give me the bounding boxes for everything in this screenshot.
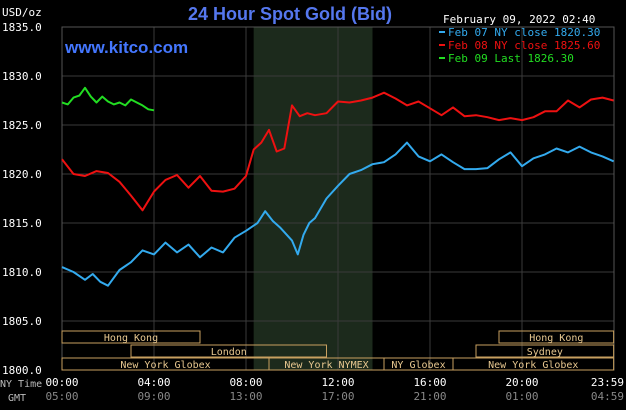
x-tick-label-ny: 00:00 bbox=[45, 376, 78, 389]
y-tick-label: 1815.0 bbox=[2, 217, 42, 230]
market-session-box bbox=[475, 344, 615, 358]
website-label: www.kitco.com bbox=[64, 38, 188, 57]
y-tick-label: 1835.0 bbox=[2, 21, 42, 34]
legend-entry: Feb 07 NY close 1820.30 bbox=[448, 26, 600, 39]
market-session-label: London bbox=[211, 347, 247, 358]
market-session-label: Sydney bbox=[527, 347, 563, 358]
market-session-box bbox=[130, 344, 327, 358]
series-line-1 bbox=[61, 141, 615, 287]
x-tick-label-gmt: 01:00 bbox=[505, 390, 538, 403]
y-tick-label: 1810.0 bbox=[2, 266, 42, 279]
y-unit-label: USD/oz bbox=[2, 6, 42, 19]
series-line-2 bbox=[61, 91, 614, 212]
highlight-band bbox=[253, 27, 373, 370]
x-tick-label-gmt: 09:00 bbox=[137, 390, 170, 403]
timestamp: February 09, 2022 02:40 bbox=[443, 13, 595, 26]
y-tick-label: 1825.0 bbox=[2, 119, 42, 132]
ny-time-label: NY Time bbox=[0, 379, 42, 390]
x-tick-label-ny: 04:00 bbox=[137, 376, 170, 389]
market-session-box bbox=[61, 330, 201, 344]
market-session-label: Hong Kong bbox=[104, 333, 158, 344]
x-tick-label-ny: 23:59 bbox=[591, 376, 624, 389]
x-tick-label-ny: 16:00 bbox=[413, 376, 446, 389]
y-tick-label: 1820.0 bbox=[2, 168, 42, 181]
x-tick-label-gmt: 13:00 bbox=[229, 390, 262, 403]
x-tick-label-ny: 20:00 bbox=[505, 376, 538, 389]
x-tick-label-gmt: 21:00 bbox=[413, 390, 446, 403]
legend-entry: Feb 09 Last 1826.30 bbox=[448, 52, 574, 65]
market-session-label: New York Globex bbox=[120, 360, 210, 371]
x-tick-label-gmt: 17:00 bbox=[321, 390, 354, 403]
market-session-label: New York NYMEX bbox=[284, 360, 368, 371]
x-tick-label-ny: 08:00 bbox=[229, 376, 262, 389]
y-tick-label: 1805.0 bbox=[2, 315, 42, 328]
market-session-label: NY Globex bbox=[391, 360, 445, 371]
legend-entry: Feb 08 NY close 1825.60 bbox=[448, 39, 600, 52]
market-session-label: Hong Kong bbox=[529, 333, 583, 344]
x-tick-label-ny: 12:00 bbox=[321, 376, 354, 389]
gmt-label: GMT bbox=[8, 393, 26, 404]
y-tick-label: 1830.0 bbox=[2, 70, 42, 83]
market-session-box bbox=[452, 357, 615, 371]
y-tick-label: 1800.0 bbox=[2, 364, 42, 377]
series-line-3 bbox=[61, 86, 155, 112]
x-tick-label-gmt: 04:59 bbox=[591, 390, 624, 403]
chart-title: 24 Hour Spot Gold (Bid) bbox=[188, 4, 392, 24]
x-tick-label-gmt: 05:00 bbox=[45, 390, 78, 403]
market-session-box bbox=[498, 330, 615, 344]
market-session-label: New York Globex bbox=[488, 360, 578, 371]
